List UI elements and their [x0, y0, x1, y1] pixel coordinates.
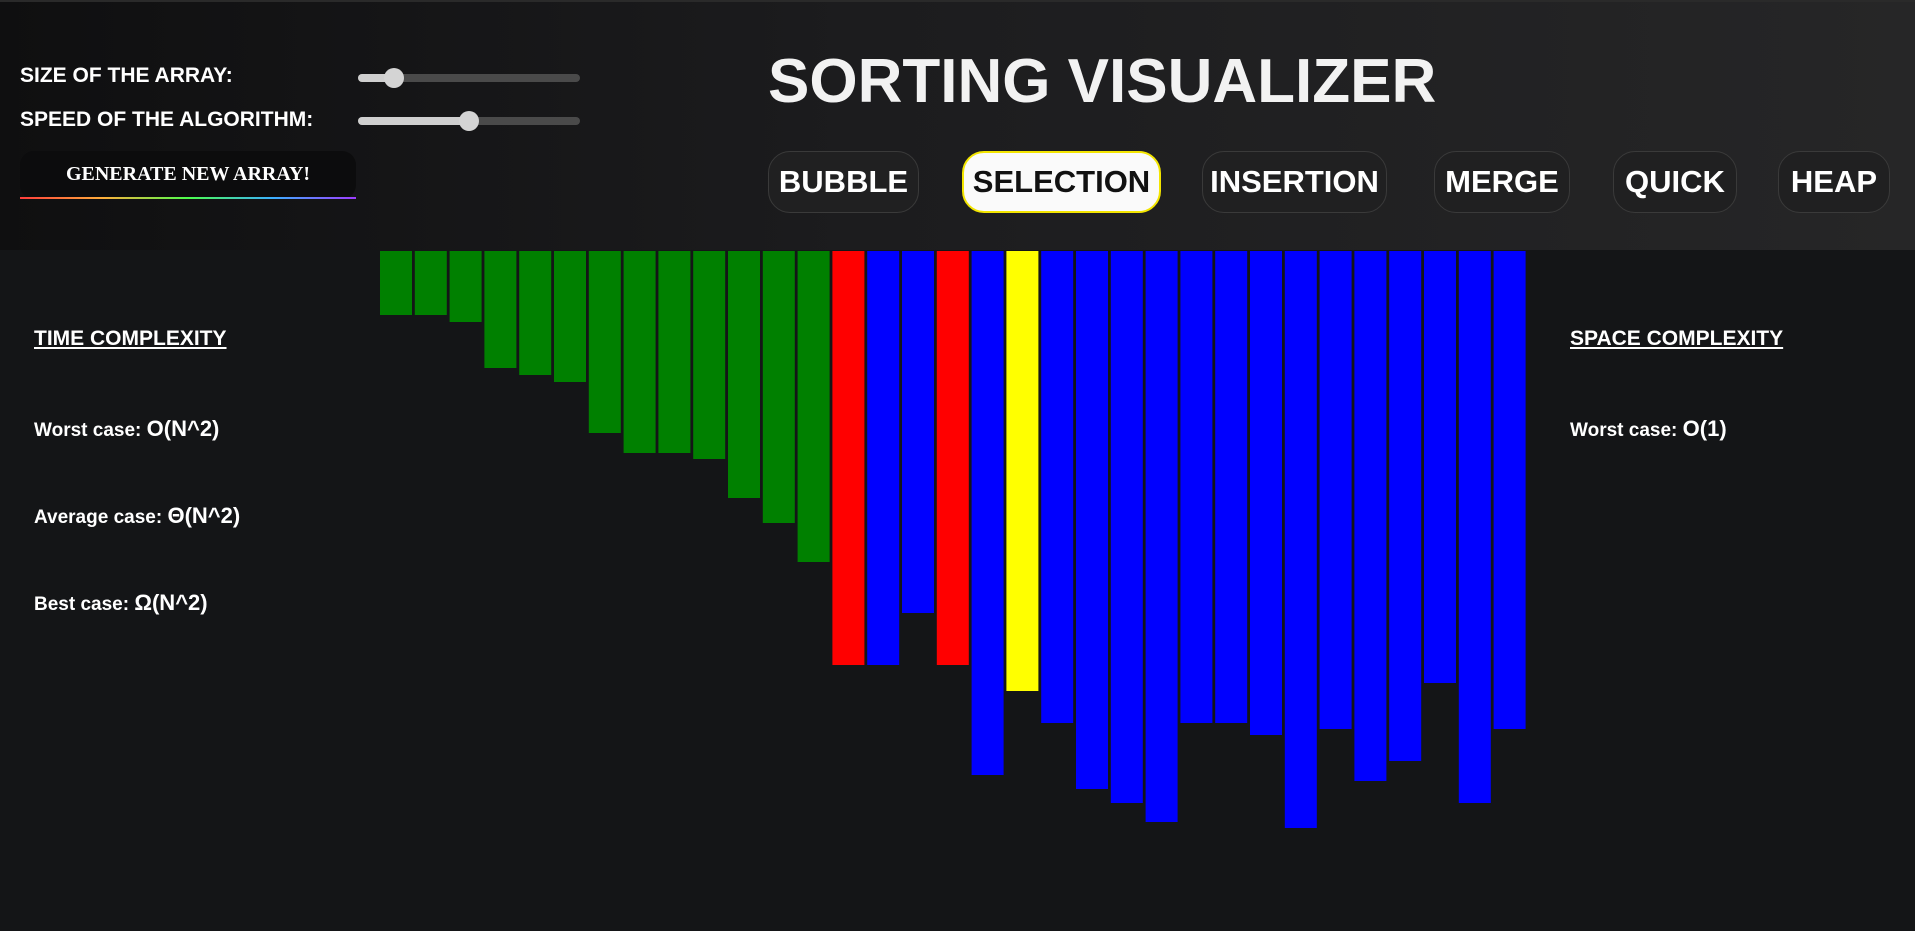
time-best-case-value: Ω(N^2) [134, 590, 208, 615]
array-bar-sorted [588, 251, 621, 433]
insertion-sort-button[interactable]: INSERTION [1202, 151, 1387, 213]
array-bar-unsorted [867, 251, 900, 665]
array-bar-unsorted [1180, 251, 1213, 723]
bubble-sort-button[interactable]: BUBBLE [768, 151, 919, 213]
array-bar-current [1006, 251, 1039, 691]
array-bar-unsorted [1250, 251, 1282, 735]
array-size-slider[interactable] [358, 68, 580, 88]
quick-sort-button[interactable]: QUICK [1613, 151, 1737, 213]
array-bar-sorted [484, 251, 517, 368]
array-bar-unsorted [1284, 251, 1317, 828]
time-worst-case: Worst case: O(N^2) [34, 416, 219, 442]
array-bar-unsorted [1458, 251, 1491, 803]
page-title: SORTING VISUALIZER [768, 47, 1437, 116]
array-bar-sorted [519, 251, 552, 375]
array-bar-sorted [414, 251, 447, 315]
time-average-case: Average case: Θ(N^2) [34, 503, 240, 529]
speed-slider-fill [358, 117, 469, 125]
array-bar-unsorted [1215, 251, 1248, 723]
array-bar-sorted [554, 251, 586, 382]
array-bar-unsorted [1424, 251, 1456, 683]
array-bar-sorted [693, 251, 726, 459]
array-bar-unsorted [1354, 251, 1387, 781]
array-bar-sorted [658, 251, 691, 453]
merge-sort-button[interactable]: MERGE [1434, 151, 1570, 213]
array-bar-sorted [797, 251, 830, 562]
array-size-slider-fill [358, 74, 394, 82]
speed-slider[interactable] [358, 111, 580, 131]
array-bar-unsorted [1041, 251, 1074, 723]
array-bar-unsorted [1110, 251, 1143, 803]
space-complexity-heading: SPACE COMPLEXITY [1570, 327, 1784, 350]
time-complexity-heading: TIME COMPLEXITY [34, 327, 227, 350]
header-bar [0, 0, 1915, 250]
array-bar-compare [832, 251, 865, 665]
array-bar-unsorted [1145, 251, 1178, 822]
array-bar-sorted [728, 251, 760, 498]
time-best-case: Best case: Ω(N^2) [34, 590, 208, 616]
array-size-label: SIZE OF THE ARRAY: [20, 64, 233, 87]
space-worst-case-value: O(1) [1682, 416, 1727, 441]
array-bar-unsorted [1076, 251, 1108, 789]
array-bar-sorted [762, 251, 795, 523]
time-best-case-label: Best case: [34, 594, 130, 615]
array-bar-unsorted [971, 251, 1004, 775]
speed-label: SPEED OF THE ALGORITHM: [20, 108, 314, 131]
array-size-slider-thumb[interactable] [383, 68, 404, 88]
array-bar-sorted [380, 251, 412, 315]
space-worst-case: Worst case: O(1) [1570, 416, 1727, 442]
time-worst-case-label: Worst case: [34, 420, 142, 441]
array-bar-unsorted [1493, 251, 1526, 729]
space-worst-case-label: Worst case: [1570, 420, 1678, 441]
array-bar-compare [936, 251, 969, 665]
speed-slider-thumb[interactable] [459, 111, 479, 131]
array-bar-unsorted [1319, 251, 1352, 729]
selection-sort-button[interactable]: SELECTION [962, 151, 1161, 213]
array-bar-sorted [623, 251, 656, 453]
array-bar-unsorted [1389, 251, 1422, 761]
array-bar-sorted [449, 251, 482, 322]
time-average-case-value: Θ(N^2) [167, 503, 241, 528]
array-bar-unsorted [902, 251, 934, 613]
generate-new-array-button[interactable]: GENERATE NEW ARRAY! [20, 151, 356, 199]
heap-sort-button[interactable]: HEAP [1778, 151, 1890, 213]
time-average-case-label: Average case: [34, 507, 163, 528]
time-worst-case-value: O(N^2) [146, 416, 220, 441]
